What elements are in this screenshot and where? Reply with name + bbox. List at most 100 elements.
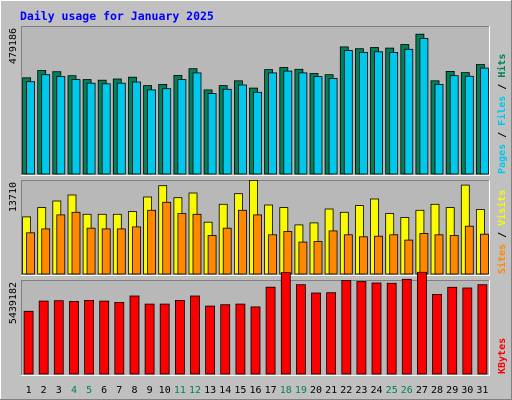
bar-sites-day-22	[343, 234, 353, 275]
bar-kbytes-day-17	[265, 286, 276, 375]
x-tick-label-day-7: 7	[116, 385, 122, 396]
bar-files-day-10	[162, 88, 172, 175]
bar-files-day-1	[26, 81, 36, 175]
x-tick-label-day-31: 31	[476, 385, 488, 396]
bar-files-day-8	[132, 81, 141, 175]
bar-kbytes-day-9	[144, 303, 155, 375]
bar-sites-day-7	[116, 228, 126, 275]
bar-files-day-14	[222, 88, 232, 175]
bar-sites-day-14	[222, 227, 232, 275]
bar-kbytes-day-7	[114, 301, 125, 375]
bar-sites-day-11	[177, 213, 187, 275]
bar-kbytes-day-21	[326, 292, 337, 375]
bar-sites-day-9	[147, 209, 157, 275]
bar-sites-day-8	[132, 226, 141, 275]
x-tick-label-day-5: 5	[86, 385, 92, 396]
bar-kbytes-day-28	[432, 293, 442, 375]
x-tick-label-day-17: 17	[265, 385, 277, 396]
x-tick-label-day-19: 19	[295, 385, 307, 396]
bar-sites-day-13	[207, 235, 217, 275]
bar-sites-day-23	[358, 236, 368, 275]
bar-sites-day-26	[404, 239, 414, 275]
x-tick-label-day-25: 25	[386, 385, 398, 396]
bar-kbytes-day-5	[84, 299, 94, 375]
bar-kbytes-day-19	[295, 284, 306, 375]
panel-max-label: 13710	[8, 182, 19, 212]
x-tick-label-day-2: 2	[41, 385, 47, 396]
legend-entry: Pages	[497, 144, 508, 174]
x-tick-label-day-3: 3	[56, 385, 62, 396]
legend-entry: KBytes	[497, 338, 508, 374]
bar-files-day-15	[237, 84, 247, 175]
x-tick-label-day-22: 22	[340, 385, 352, 396]
bar-sites-day-27	[419, 233, 429, 275]
bar-sites-day-4	[71, 211, 81, 275]
bar-files-day-7	[116, 82, 126, 175]
bar-files-day-11	[177, 79, 187, 175]
panel-series-labels: Pages / Files / Hits	[496, 54, 508, 174]
bar-files-day-23	[358, 52, 368, 175]
bar-sites-day-24	[374, 235, 383, 275]
chart-panels: 479186 Pages / Files / Hits 13710 Sites / V…	[8, 26, 508, 376]
bar-sites-day-18	[283, 231, 293, 275]
bar-sites-day-30	[464, 225, 474, 275]
bar-sites-day-16	[253, 214, 262, 275]
x-tick-label-day-6: 6	[101, 385, 107, 396]
x-tick-label-day-15: 15	[234, 385, 246, 396]
bar-sites-day-15	[237, 209, 247, 275]
bar-files-day-20	[313, 76, 323, 175]
bar-sites-day-19	[298, 241, 308, 275]
bar-kbytes-day-12	[190, 295, 200, 375]
x-tick-label-day-29: 29	[446, 385, 458, 396]
panel-3: 5439182 KBytes	[8, 271, 508, 376]
x-tick-label-day-8: 8	[131, 385, 137, 396]
panel-series-labels: Sites / Visits	[496, 190, 508, 274]
bar-kbytes-day-4	[69, 300, 79, 375]
bar-kbytes-day-1	[23, 310, 34, 375]
bar-sites-day-21	[328, 230, 338, 275]
bar-files-day-25	[389, 52, 399, 175]
bar-files-day-6	[101, 83, 111, 175]
bar-files-day-9	[147, 89, 157, 175]
bar-kbytes-day-29	[447, 286, 458, 375]
bar-files-day-19	[298, 72, 308, 175]
x-tick-label-day-13: 13	[204, 385, 216, 396]
x-tick-label-day-23: 23	[355, 385, 367, 396]
bar-kbytes-day-27	[416, 271, 427, 375]
panel-2: 13710 Sites / Visits	[8, 179, 508, 276]
bar-kbytes-day-31	[477, 284, 488, 375]
legend-entry: Sites	[496, 244, 508, 274]
bar-kbytes-day-3	[53, 300, 64, 375]
x-tick-label-day-12: 12	[189, 385, 201, 396]
bar-files-day-26	[404, 48, 414, 175]
x-tick-label-day-14: 14	[219, 385, 231, 396]
bar-sites-day-28	[434, 234, 444, 275]
bar-kbytes-day-18	[280, 272, 291, 375]
x-tick-label-day-11: 11	[174, 385, 186, 396]
bar-sites-day-2	[41, 228, 51, 275]
x-tick-label-day-16: 16	[249, 385, 261, 396]
x-tick-label-day-4: 4	[71, 385, 77, 396]
x-tick-label-day-26: 26	[401, 385, 413, 396]
x-tick-label-day-24: 24	[370, 385, 382, 396]
bar-files-day-29	[449, 75, 459, 175]
bar-files-day-4	[71, 79, 81, 175]
x-axis-labels: 1 2 3 4 5 6 7 8 9 10 11 12 13 14 15 16 17 18 19 20 21 22 23 24 2…	[26, 385, 489, 396]
legend-separator: /	[497, 78, 508, 96]
bar-sites-day-1	[26, 232, 36, 275]
bar-sites-day-25	[389, 234, 399, 275]
x-tick-label-day-20: 20	[310, 385, 322, 396]
x-tick-label-day-30: 30	[461, 385, 473, 396]
bar-kbytes-day-23	[356, 281, 367, 375]
bar-kbytes-day-20	[311, 292, 321, 375]
legend-entry: Visits	[496, 190, 508, 226]
bar-files-day-3	[56, 76, 66, 175]
bar-files-day-18	[283, 70, 293, 175]
panel-series-labels: KBytes	[497, 338, 508, 374]
bar-kbytes-day-22	[341, 280, 352, 375]
bar-files-day-17	[268, 72, 278, 175]
legend-entry: Files	[496, 96, 508, 126]
bar-files-day-30	[464, 75, 474, 175]
bar-files-day-27	[419, 38, 429, 175]
